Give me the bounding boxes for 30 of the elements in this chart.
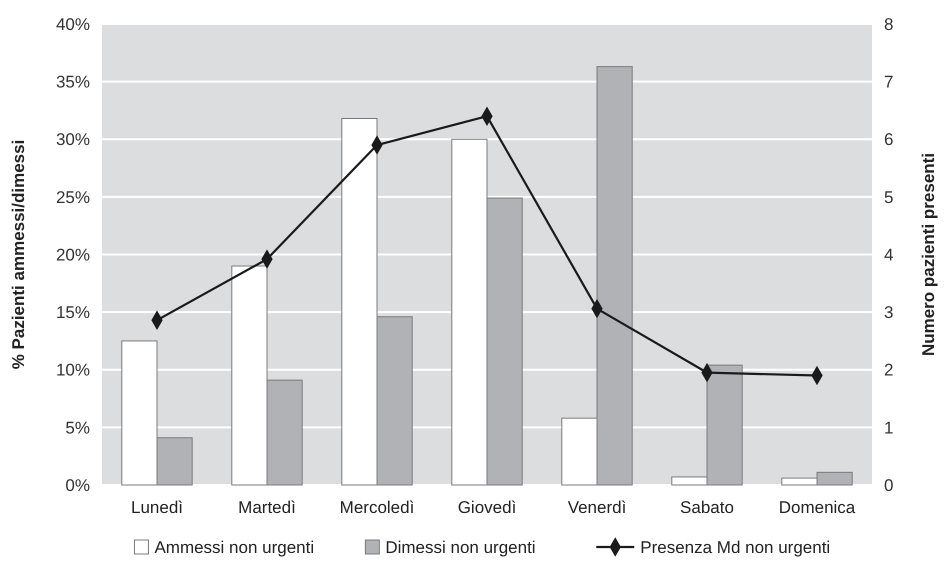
y-tick-label: 15% xyxy=(56,303,90,322)
y2-tick-label: 5 xyxy=(884,188,894,207)
legend-label: Dimessi non urgenti xyxy=(385,538,536,557)
y-tick-label: 20% xyxy=(56,245,90,264)
y-tick-label: 25% xyxy=(56,188,90,207)
y-tick-label: 30% xyxy=(56,130,90,150)
y2-tick-label: 3 xyxy=(884,303,894,322)
x-tick-label: Mercoledì xyxy=(340,498,414,517)
legend-label: Presenza Md non urgenti xyxy=(640,538,830,557)
y-axis-title: % Pazienti ammessi/dimessi xyxy=(9,140,28,370)
y2-tick-label: 4 xyxy=(884,245,894,264)
y2-tick-label: 6 xyxy=(884,130,894,150)
x-tick-label: Lunedì xyxy=(131,498,183,517)
y-tick-label: 0% xyxy=(65,476,90,495)
y-tick-label: 5% xyxy=(65,418,90,438)
y2-tick-label: 0 xyxy=(884,476,894,495)
y-tick-label: 35% xyxy=(56,72,90,92)
y2-axis-title: Numero pazienti presenti xyxy=(919,152,938,356)
y-tick-label: 40% xyxy=(56,14,90,34)
x-tick-label: Giovedì xyxy=(458,498,516,517)
legend-label: Ammessi non urgenti xyxy=(154,538,314,557)
y-tick-label: 10% xyxy=(56,360,90,380)
y2-tick-label: 2 xyxy=(884,360,894,380)
y2-tick-label: 1 xyxy=(884,418,894,438)
x-tick-label: Venerdì xyxy=(568,498,626,517)
y2-tick-label: 7 xyxy=(884,72,894,92)
x-tick-label: Domenica xyxy=(778,498,856,517)
y2-tick-label: 8 xyxy=(884,14,894,34)
x-tick-label: Martedì xyxy=(238,498,296,517)
x-tick-label: Sabato xyxy=(680,498,734,517)
